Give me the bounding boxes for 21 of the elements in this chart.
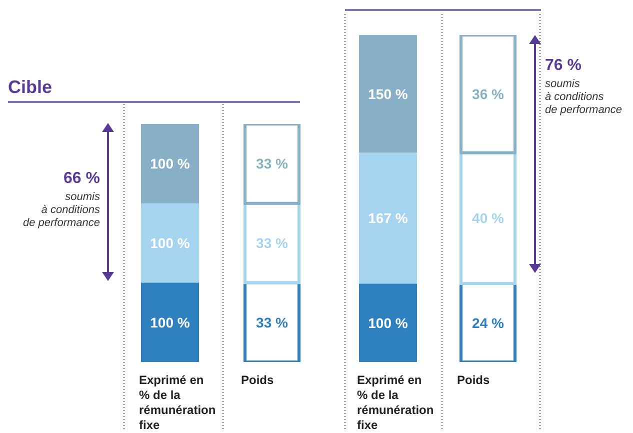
- data-label: 33 %: [256, 156, 288, 172]
- x-tick-label: Poids: [241, 373, 274, 387]
- x-tick-label: Exprimé en % de la rémunération fixe: [139, 373, 216, 432]
- chart-subtitle: Cible: [8, 77, 52, 97]
- data-label: 33 %: [256, 235, 288, 251]
- data-label: 167 %: [368, 210, 408, 226]
- data-label: 150 %: [368, 86, 408, 102]
- data-label: 100 %: [150, 314, 190, 330]
- data-label: 24 %: [472, 314, 504, 331]
- data-label: 40 %: [472, 210, 504, 226]
- text: soumis à conditions de performance: [22, 191, 100, 229]
- data-label: 100 %: [150, 235, 190, 251]
- text: soumis à conditions de performance: [545, 78, 622, 116]
- data-label: 100 %: [150, 156, 190, 172]
- data-label: 36 %: [472, 86, 504, 102]
- text: 76 %: [545, 57, 582, 74]
- x-tick-label: Poids: [457, 373, 490, 387]
- x-tick-label: Exprimé en % de la rémunération fixe: [357, 373, 434, 432]
- data-label: 33 %: [256, 314, 288, 330]
- text: 66 %: [64, 170, 100, 187]
- data-label: 100 %: [368, 314, 408, 331]
